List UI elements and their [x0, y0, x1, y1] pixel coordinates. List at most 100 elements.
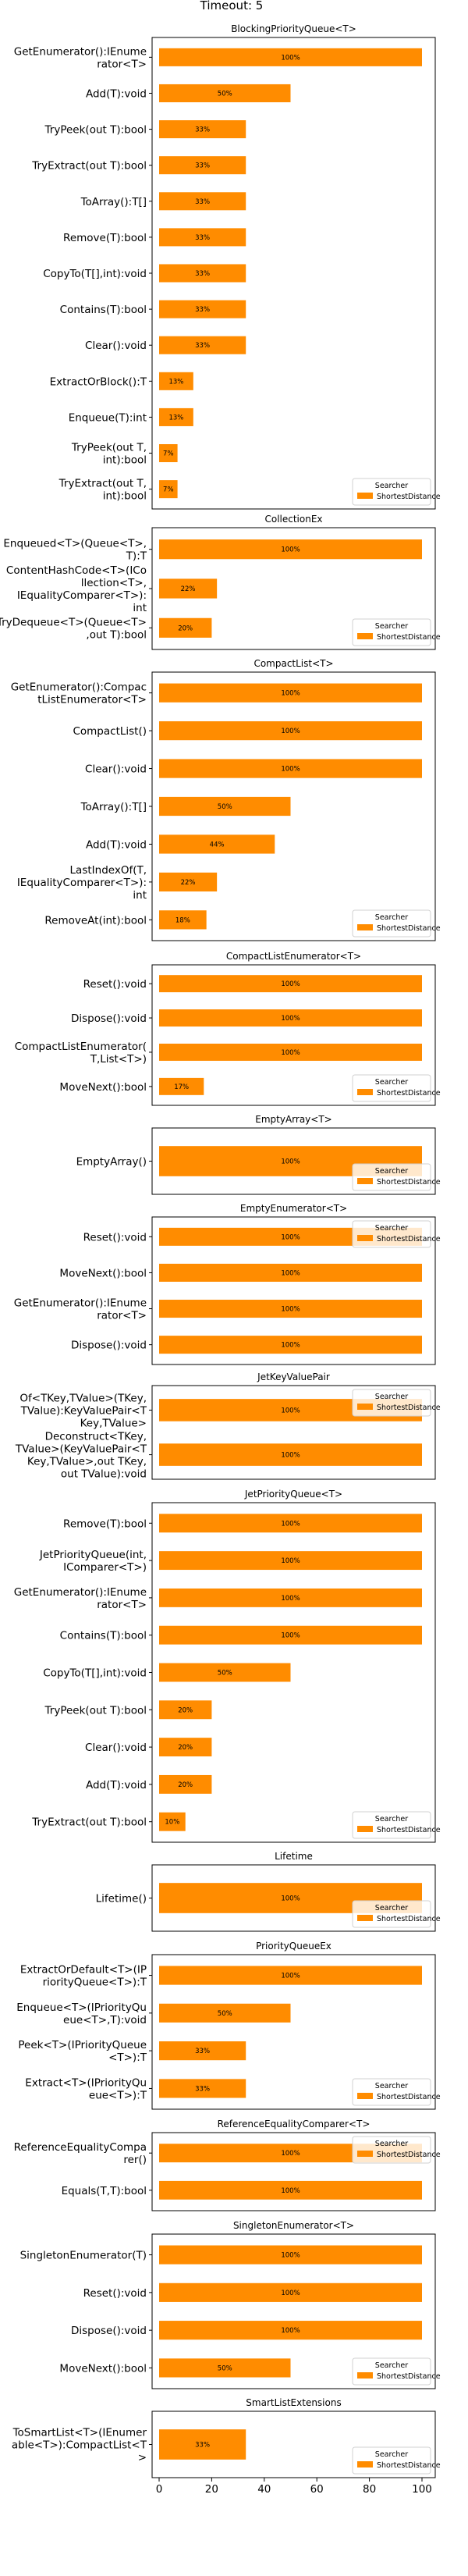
- legend: Searcher ShortestDistance: [352, 618, 441, 646]
- category-tick-label: MoveNext():bool: [59, 2362, 147, 2375]
- bar: [159, 2282, 422, 2302]
- bar: [159, 1966, 422, 1985]
- category-tick-label: Remove(T):bool: [63, 232, 147, 244]
- legend-label: ShortestDistance: [377, 1404, 441, 1412]
- category-tick-label: Enqueued<T>(Queue<T>, T):T: [3, 538, 147, 563]
- category-tick-label: TryDequeue<T>(Queue<T> ,out T):bool: [0, 616, 147, 641]
- legend-title: Searcher: [375, 1224, 408, 1233]
- legend-label: ShortestDistance: [377, 1178, 441, 1187]
- bar: [159, 1812, 186, 1831]
- bar-data-label: 100%: [281, 1269, 300, 1277]
- x-tick-label: 60: [310, 2483, 324, 2496]
- bar: [159, 975, 422, 993]
- legend-title: Searcher: [375, 2140, 408, 2148]
- category-tick-label: ToArray():T[]: [80, 196, 147, 208]
- bar: [159, 228, 246, 247]
- bar-data-label: 7%: [163, 486, 174, 494]
- legend-swatch: [357, 2093, 373, 2099]
- bar: [159, 1009, 422, 1027]
- legend-title: Searcher: [375, 1078, 408, 1087]
- legend: Searcher ShortestDistance: [352, 2136, 441, 2164]
- panel-title: Lifetime: [275, 1851, 313, 1862]
- bar-data-label: 100%: [281, 1407, 300, 1414]
- legend: Searcher ShortestDistance: [352, 1811, 441, 1839]
- category-tick-label: ContentHashCode<T>(ICo llection<T>, IEqual…: [6, 564, 147, 614]
- bar-data-label: 50%: [218, 1670, 232, 1678]
- panel-title: CompactList<T>: [254, 658, 333, 669]
- bar: [159, 444, 178, 463]
- legend: Searcher ShortestDistance: [352, 2357, 441, 2386]
- legend-title: Searcher: [375, 2450, 408, 2459]
- panel-title: BlockingPriorityQueue<T>: [231, 23, 356, 34]
- bar-data-label: 50%: [218, 803, 232, 811]
- category-tick-label: Enqueue<T>(IPriorityQu eue<T>,T):void: [16, 2001, 147, 2026]
- bar: [159, 683, 422, 703]
- x-tick-label: 100: [412, 2483, 432, 2496]
- bar: [159, 1774, 212, 1794]
- bar-data-label: 100%: [281, 1342, 300, 1350]
- x-tick-label: 20: [205, 2483, 218, 2496]
- legend-label: ShortestDistance: [377, 2151, 441, 2159]
- category-tick-label: MoveNext():bool: [59, 1081, 147, 1094]
- bar: [159, 617, 212, 638]
- bar-data-label: 100%: [281, 1895, 300, 1903]
- bar-data-label: 100%: [281, 1632, 300, 1640]
- bar: [159, 372, 193, 390]
- bar-data-label: 100%: [281, 1233, 300, 1241]
- category-tick-label: CopyTo(T[],int):void: [43, 268, 147, 280]
- chart-panel: JetPriorityQueue<T> 100% Remove(T):bool 100…: [14, 1489, 441, 1843]
- bar: [159, 156, 246, 175]
- legend-swatch: [357, 2461, 373, 2467]
- legend-swatch: [357, 1404, 373, 1410]
- bar-data-label: 100%: [281, 690, 300, 698]
- bar: [159, 264, 246, 283]
- bar: [159, 1700, 212, 1720]
- chart-panel: CollectionEx 100% Enqueued<T>(Queue<T>, T):…: [0, 514, 441, 650]
- category-tick-label: ReferenceEqualityCompa rer(): [14, 2141, 147, 2166]
- legend-label: ShortestDistance: [377, 2461, 441, 2470]
- chart-panel: CompactListEnumerator<T> 100% Reset():void…: [15, 951, 441, 1106]
- category-tick-label: CompactListEnumerator(T,List<T>): [15, 1041, 147, 1066]
- bar: [159, 336, 246, 354]
- category-tick-label: Clear():void: [85, 340, 147, 352]
- bar: [159, 1443, 422, 1466]
- legend-swatch: [357, 1178, 373, 1184]
- bar-data-label: 100%: [281, 766, 300, 774]
- bar: [159, 2245, 422, 2265]
- bar: [159, 910, 207, 930]
- legend-swatch: [357, 2372, 373, 2379]
- bar-data-label: 33%: [195, 342, 210, 350]
- bar-data-label: 22%: [181, 585, 196, 593]
- bar-data-label: 18%: [176, 916, 190, 924]
- bar-data-label: 20%: [178, 624, 193, 632]
- bar-data-label: 100%: [281, 2290, 300, 2297]
- bar: [159, 1514, 422, 1533]
- legend-label: ShortestDistance: [377, 633, 441, 642]
- category-tick-label: Lifetime(): [96, 1893, 147, 1905]
- chart-panel: EmptyEnumerator<T> 100% Reset():void 100% Mo…: [14, 1203, 441, 1365]
- chart-panel: CompactList<T> 100% GetEnumerator():Compac…: [11, 658, 441, 941]
- legend: Searcher ShortestDistance: [352, 1900, 441, 1928]
- category-tick-label: Reset():void: [83, 2287, 147, 2300]
- legend: Searcher ShortestDistance: [352, 2446, 441, 2475]
- bar: [159, 834, 275, 854]
- category-tick-label: Deconstruct<TKey, TValue>(KeyValuePair<T K…: [15, 1431, 147, 1481]
- category-tick-label: GetEnumerator():IEnume rator<T>: [14, 1586, 147, 1611]
- legend-swatch: [357, 1089, 373, 1095]
- legend-title: Searcher: [375, 482, 408, 490]
- bar-data-label: 13%: [168, 378, 183, 386]
- bar-data-label: 100%: [281, 2252, 300, 2260]
- x-tick-label: 0: [156, 2483, 163, 2496]
- category-tick-label: GetEnumerator():Compac tListEnumerator<T>: [11, 681, 147, 706]
- bar-data-label: 100%: [281, 546, 300, 554]
- bar: [159, 480, 178, 499]
- legend-label: ShortestDistance: [377, 1915, 441, 1923]
- category-tick-label: CompactList(): [73, 725, 147, 738]
- legend-label: ShortestDistance: [377, 493, 441, 501]
- category-tick-label: ToSmartList<T>(IEnumer able<T>):CompactLi…: [12, 2427, 147, 2464]
- panel-title: JetPriorityQueue<T>: [244, 1489, 342, 1500]
- category-tick-label: Contains(T):bool: [60, 304, 147, 316]
- category-tick-label: SingletonEnumerator(T): [20, 2250, 147, 2262]
- category-tick-label: TryExtract(out T):bool: [31, 160, 147, 173]
- bar: [159, 1077, 204, 1095]
